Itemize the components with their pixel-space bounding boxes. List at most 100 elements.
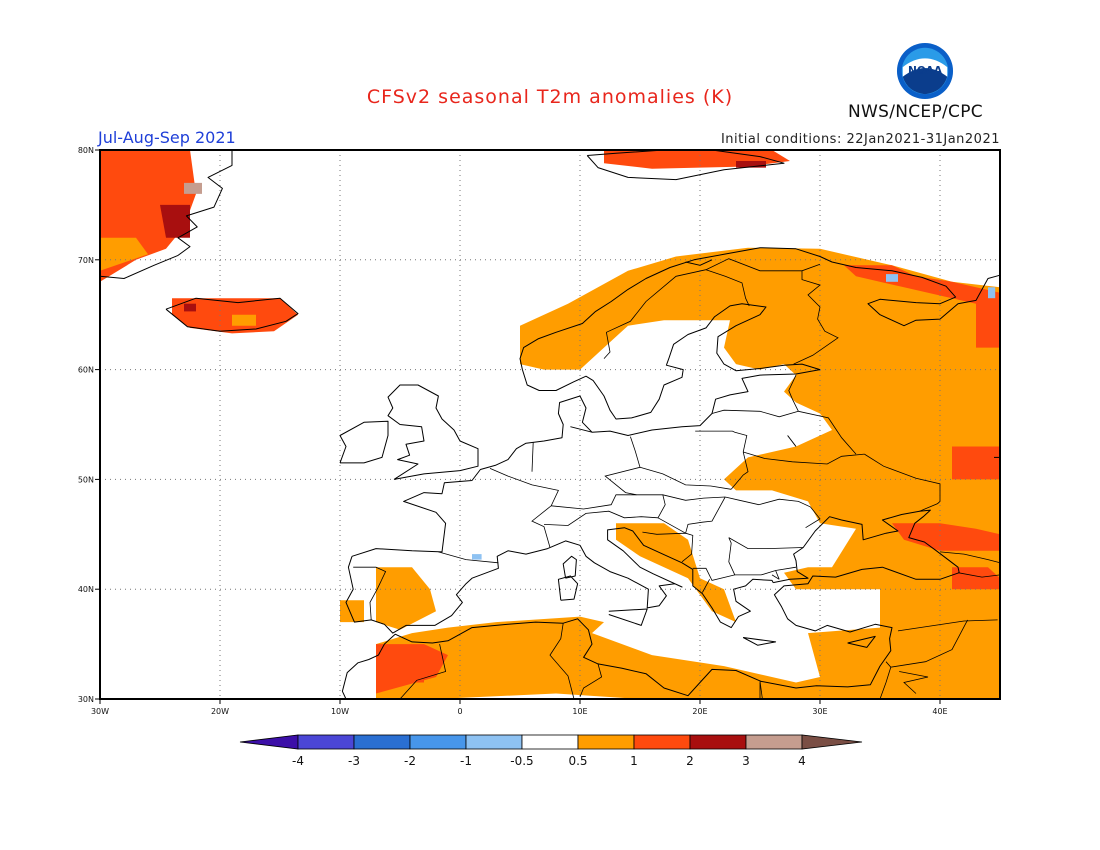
colorbar-label: 1 [630, 754, 638, 768]
country-border [695, 430, 748, 453]
country-border [603, 258, 821, 359]
coastline [562, 555, 577, 579]
colorbar-segment [577, 734, 635, 750]
anomaly-region-warm_0.5_1 [616, 523, 736, 623]
country-border [899, 671, 929, 694]
country-border [864, 453, 941, 512]
coastline [519, 247, 1001, 420]
agency-label: NWS/NCEP/CPC [848, 102, 983, 122]
anomaly-region-cool_-1_-0.5 [988, 287, 996, 299]
colorbar-segment [633, 734, 691, 750]
country-border [570, 426, 593, 433]
anomaly-region-warm_1_2 [952, 446, 1000, 480]
country-border [879, 667, 892, 700]
country-border [734, 566, 797, 576]
anomaly-region-cool_-1_-0.5 [472, 554, 482, 560]
colorbar-segment [297, 734, 355, 750]
country-border [657, 496, 726, 534]
colorbar-label: 4 [798, 754, 806, 768]
country-border [438, 551, 499, 564]
country-border [775, 570, 780, 580]
lat-tick-label: 30N [78, 695, 94, 704]
country-border [399, 644, 447, 700]
anomaly-fill-layer [100, 150, 1000, 699]
coastline [608, 608, 648, 626]
coastline [742, 637, 777, 646]
lat-tick-label: 70N [78, 256, 94, 265]
coastline [351, 369, 821, 557]
anomaly-region-warm_0.5_1 [376, 247, 1000, 699]
lon-tick-label: 30W [91, 707, 109, 716]
coastline [586, 149, 785, 181]
coastline [99, 150, 233, 279]
coastline [165, 297, 299, 332]
country-border [692, 537, 736, 581]
initial-conditions-label: Initial conditions: 22Jan2021-31Jan2021 [720, 132, 1000, 147]
anomaly-region-warm_0.5_1 [232, 314, 256, 326]
lon-tick-label: 10E [572, 707, 587, 716]
country-border [725, 496, 821, 529]
map-frame [99, 149, 1001, 700]
coastline [345, 527, 774, 634]
country-border [793, 270, 839, 365]
country-border [702, 579, 710, 593]
country-border [531, 442, 534, 472]
lon-tick-label: 30E [812, 707, 827, 716]
anomaly-region-warm_0.5_1 [340, 600, 364, 623]
colorbar-label: 3 [742, 754, 750, 768]
country-border [885, 619, 968, 668]
lat-tick-label: 50N [78, 475, 94, 484]
coastline [341, 509, 960, 700]
anomaly-region-warm_0.5_1 [376, 567, 436, 630]
colorbar-label: 0.5 [568, 754, 587, 768]
country-border [728, 537, 804, 549]
colorbar-segment [745, 734, 803, 750]
colorbar-arrow-high [801, 734, 863, 750]
country-border [579, 663, 603, 697]
country-border [549, 623, 575, 700]
colorbar-label: -1 [460, 754, 472, 768]
coastline [339, 420, 389, 464]
country-border [957, 572, 1001, 578]
country-border [730, 451, 749, 490]
anomaly-region-warm_3_4 [184, 182, 202, 194]
anomaly-region-warm_2_3 [160, 204, 190, 238]
country-border-layer [353, 258, 1001, 700]
coastline [387, 384, 479, 480]
coastline [685, 259, 713, 266]
colorbar-label: -0.5 [510, 754, 533, 768]
country-border [939, 551, 1001, 564]
noaa-logo-icon: NOAA [896, 42, 954, 100]
colorbar-arrow-low [239, 734, 299, 750]
country-border [662, 494, 726, 501]
lon-tick-label: 20E [692, 707, 707, 716]
colorbar-segment [689, 734, 747, 750]
colorbar-label: -2 [404, 754, 416, 768]
anomaly-region-warm_1_2 [844, 265, 1000, 348]
country-border [543, 494, 666, 526]
country-border [353, 566, 387, 620]
country-border [642, 531, 694, 563]
graticule [100, 150, 1000, 699]
coastline [787, 435, 797, 447]
colorbar-label: 2 [686, 754, 694, 768]
country-border [711, 409, 799, 418]
anomaly-region-warm_1_2 [892, 523, 1000, 551]
lon-tick-label: 10W [331, 707, 349, 716]
chart-title: CFSv2 seasonal T2m anomalies (K) [366, 86, 734, 108]
anomaly-region-warm_2_3 [184, 303, 196, 312]
lon-tick-label: 20W [211, 707, 229, 716]
colorbar-segment [409, 734, 467, 750]
axis-tick-layer: 30W 20W 10W 0 10E 20E 30E 40E 30N 40N 50N 60N 70N 80N [78, 146, 948, 716]
lon-tick-label: 40E [932, 707, 947, 716]
colorbar-segment [521, 734, 579, 750]
coastline [847, 635, 876, 648]
anomaly-region-warm_0.5_1 [100, 237, 148, 271]
lat-tick-label: 40N [78, 585, 94, 594]
colorbar-segment [353, 734, 411, 750]
colorbar-label: -3 [348, 754, 360, 768]
country-border [798, 410, 857, 455]
country-border [604, 436, 641, 496]
colorbar-segment [465, 734, 523, 750]
